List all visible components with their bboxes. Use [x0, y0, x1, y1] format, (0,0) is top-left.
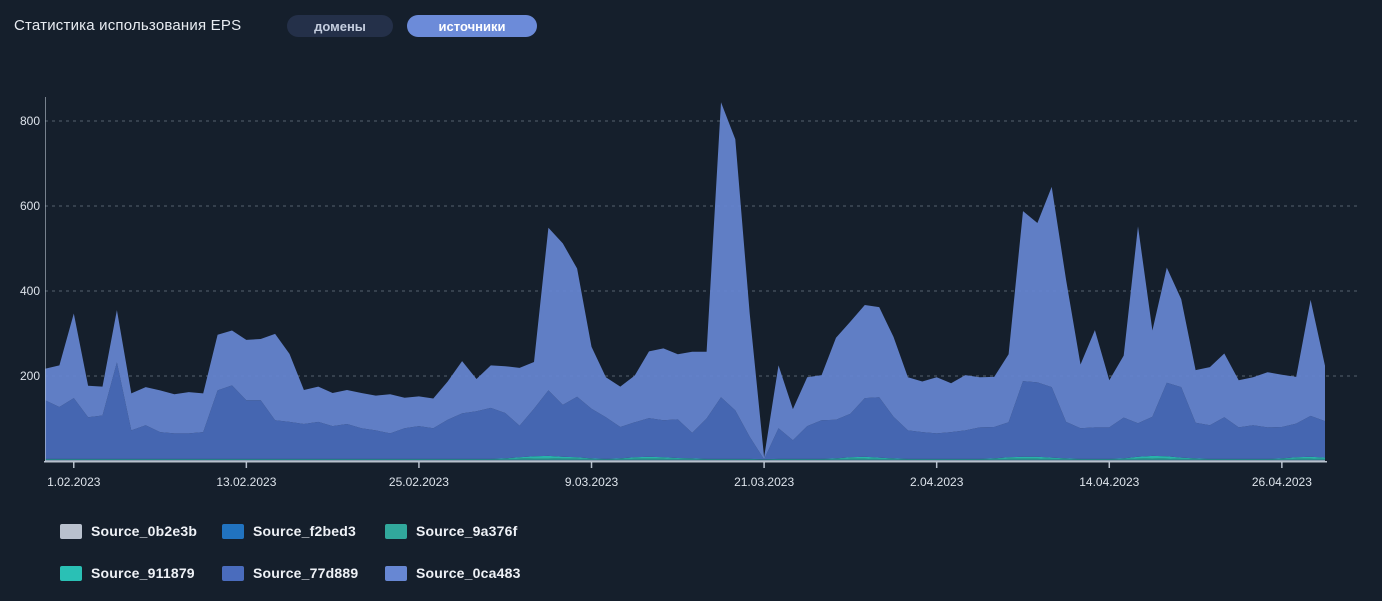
x-tick-label: 2.04.2023 — [910, 475, 964, 489]
x-axis-labels: 1.02.2023 13.02.2023 25.02.2023 9.03.2023 21… — [47, 475, 1312, 489]
y-tick-label: 800 — [20, 114, 40, 128]
area-series-Source_0ca483 — [45, 102, 1325, 460]
legend-swatch — [385, 565, 407, 581]
area-series-Source_77d889 — [45, 362, 1325, 460]
x-tick-label: 14.04.2023 — [1079, 475, 1139, 489]
y-tick-label: 400 — [20, 284, 40, 298]
legend-item-source_0b2e3b[interactable]: Source_0b2e3b — [60, 523, 197, 539]
legend-swatch — [222, 523, 244, 539]
page-title: Статистика использования EPS — [14, 17, 242, 34]
y-axis-labels: 200 400 600 800 — [20, 114, 40, 383]
sources-toggle-button[interactable]: источники — [407, 15, 537, 37]
y-tick-label: 600 — [20, 199, 40, 213]
legend-item-source_0ca483[interactable]: Source_0ca483 — [385, 565, 521, 581]
x-tick-label: 25.02.2023 — [389, 475, 449, 489]
eps-area-chart: 200 400 600 800 1.02.2023 13.02.2023 25.02.202… — [20, 97, 1358, 489]
legend-label: Source_0b2e3b — [91, 523, 198, 539]
legend-swatch — [385, 523, 407, 539]
area-series-Source_0b2e3b — [45, 460, 1325, 461]
legend-label: Source_77d889 — [253, 565, 359, 581]
legend-item-source_9a376f[interactable]: Source_9a376f — [385, 523, 517, 539]
area-series-Source_9a376f — [45, 458, 1325, 460]
x-tick-label: 21.03.2023 — [734, 475, 794, 489]
legend-label: Source_9a376f — [416, 523, 518, 539]
area-series-Source_911879 — [45, 455, 1325, 460]
x-tick-label: 26.04.2023 — [1252, 475, 1312, 489]
legend-swatch — [222, 565, 244, 581]
x-tick-label: 13.02.2023 — [216, 475, 276, 489]
x-tick-label: 1.02.2023 — [47, 475, 101, 489]
x-axis-ticks — [73, 462, 1283, 468]
legend-item-source_f2bed3[interactable]: Source_f2bed3 — [222, 523, 356, 539]
legend-label: Source_0ca483 — [416, 565, 521, 581]
legend-item-source_911879[interactable]: Source_911879 — [60, 565, 195, 581]
legend-swatch — [60, 523, 82, 539]
legend-item-source_77d889[interactable]: Source_77d889 — [222, 565, 358, 581]
y-tick-label: 200 — [20, 369, 40, 383]
legend-swatch — [60, 565, 82, 581]
legend-label: Source_911879 — [91, 565, 195, 581]
domains-toggle-button[interactable]: домены — [287, 15, 393, 37]
axis-lines — [44, 97, 1327, 463]
legend-label: Source_f2bed3 — [253, 523, 356, 539]
x-tick-label: 9.03.2023 — [565, 475, 619, 489]
